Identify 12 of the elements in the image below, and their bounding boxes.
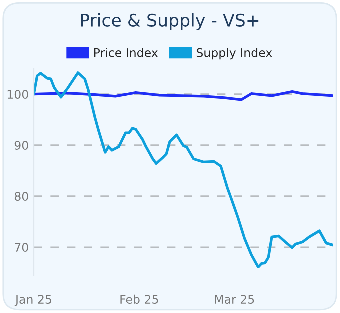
y-tick-label: 90 — [14, 141, 28, 150]
y-tick-label: 70 — [15, 243, 28, 252]
chart-title: Price & Supply - VS+ — [81, 14, 259, 30]
legend-label: Supply Index — [196, 48, 272, 60]
line-series — [34, 90, 334, 102]
legend-label: Price Index — [94, 48, 158, 58]
line-series — [34, 72, 334, 269]
y-tick-label: 80 — [14, 192, 28, 202]
x-tick-label: Jan 25 — [14, 295, 52, 306]
x-tick-label: Feb 25 — [120, 294, 158, 304]
y-tick-label: 100 — [8, 90, 28, 100]
x-tick-label: Mar 25 — [215, 295, 254, 304]
